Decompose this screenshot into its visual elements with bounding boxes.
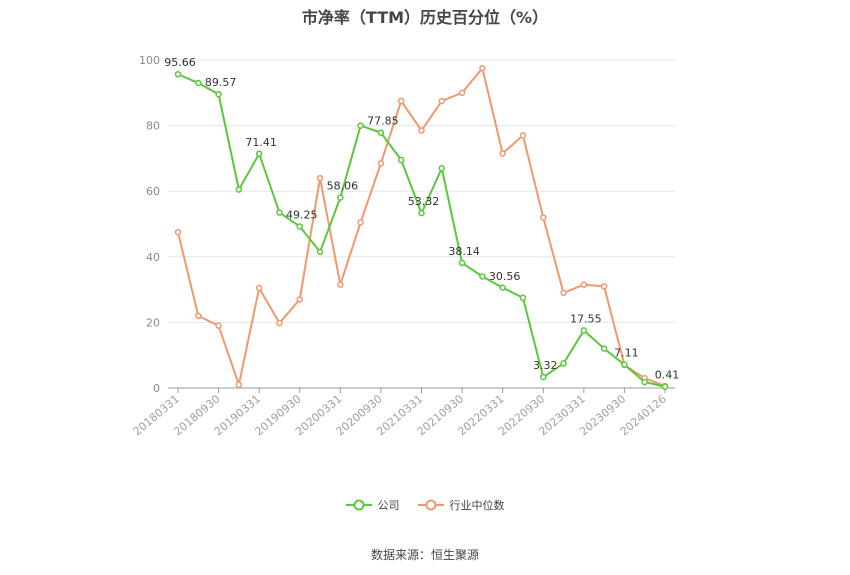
industry-legend-icon	[417, 499, 444, 511]
data-point-industry[interactable]	[418, 127, 425, 134]
data-point-company[interactable]	[377, 129, 385, 136]
data-label: 0.41	[655, 369, 680, 382]
data-label: 89.57	[205, 76, 237, 89]
y-tick-label: 20	[146, 316, 160, 329]
chart-title: 市净率（TTM）历史百分位（%）	[301, 8, 549, 27]
data-point-company[interactable]	[235, 186, 243, 193]
data-point-company[interactable]	[560, 360, 567, 367]
data-source: 数据来源：恒生聚源	[370, 548, 479, 562]
data-point-industry[interactable]	[215, 322, 222, 329]
data-point-company[interactable]	[418, 209, 425, 217]
data-point-industry[interactable]	[377, 160, 385, 167]
data-label: 53.32	[408, 195, 440, 208]
axes: 0204060801002018033120180930201903312019…	[131, 54, 675, 438]
data-point-company[interactable]	[661, 383, 669, 390]
data-point-industry[interactable]	[195, 312, 202, 320]
data-labels: 95.66 89.57 71.41 49.25 58.06 77.85 53.32 38.14…	[164, 56, 679, 381]
data-point-industry[interactable]	[397, 97, 405, 105]
y-tick-label: 0	[153, 382, 160, 395]
data-point-company[interactable]	[215, 90, 222, 98]
data-point-company[interactable]	[479, 273, 486, 280]
data-label: 17.55	[570, 312, 602, 325]
data-point-industry[interactable]	[337, 281, 344, 288]
data-point-company[interactable]	[621, 361, 628, 368]
data-label: 71.41	[245, 136, 277, 149]
data-point-industry[interactable]	[580, 281, 588, 288]
y-tick-label: 60	[146, 185, 160, 198]
data-label: 77.85	[367, 115, 399, 128]
data-point-company[interactable]	[397, 156, 405, 164]
data-point-company[interactable]	[499, 284, 506, 292]
data-point-industry[interactable]	[255, 284, 263, 292]
data-point-company[interactable]	[580, 327, 588, 334]
data-point-industry[interactable]	[235, 381, 243, 388]
data-point-company[interactable]	[316, 248, 324, 256]
data-point-industry[interactable]	[519, 132, 527, 139]
y-tick-label: 100	[139, 54, 160, 67]
data-point-company[interactable]	[641, 378, 648, 386]
legend-item-company[interactable]: 公司	[345, 497, 400, 513]
data-label: 3.32	[533, 359, 558, 372]
data-label: 30.56	[489, 270, 521, 283]
series-layer	[174, 64, 669, 390]
legend-label-industry: 行业中位数	[449, 499, 505, 512]
data-point-industry[interactable]	[438, 97, 446, 105]
data-label: 7.11	[614, 347, 639, 360]
legend: 公司 行业中位数	[0, 497, 850, 513]
legend-label-company: 公司	[377, 499, 400, 512]
data-label: 38.14	[448, 245, 480, 258]
data-point-company[interactable]	[337, 194, 344, 201]
data-label: 95.66	[164, 56, 196, 69]
grid-lines	[168, 59, 675, 389]
data-point-industry[interactable]	[357, 219, 364, 226]
y-tick-label: 40	[146, 251, 160, 264]
data-point-industry[interactable]	[316, 174, 324, 182]
data-point-industry[interactable]	[458, 89, 466, 97]
data-point-industry[interactable]	[600, 283, 608, 290]
data-point-company[interactable]	[195, 79, 202, 87]
data-point-industry[interactable]	[479, 64, 486, 72]
company-legend-icon	[345, 499, 372, 511]
series-line-company	[177, 73, 666, 388]
data-label: 49.25	[286, 208, 318, 221]
data-point-company[interactable]	[276, 209, 283, 216]
data-label: 58.06	[327, 180, 359, 193]
data-point-company[interactable]	[174, 70, 182, 78]
data-point-company[interactable]	[458, 259, 466, 267]
data-point-company[interactable]	[519, 294, 527, 302]
data-point-industry[interactable]	[560, 289, 567, 297]
data-point-industry[interactable]	[174, 228, 182, 236]
data-point-company[interactable]	[600, 345, 608, 352]
data-point-company[interactable]	[438, 164, 446, 172]
legend-item-industry[interactable]: 行业中位数	[417, 497, 505, 513]
data-point-industry[interactable]	[276, 319, 283, 327]
data-point-industry[interactable]	[499, 150, 506, 157]
data-point-industry[interactable]	[296, 296, 303, 303]
data-point-company[interactable]	[255, 150, 263, 158]
data-point-company[interactable]	[357, 122, 364, 129]
y-tick-label: 80	[146, 120, 160, 133]
data-point-industry[interactable]	[540, 214, 547, 221]
data-point-company[interactable]	[540, 373, 547, 381]
data-point-company[interactable]	[296, 223, 303, 230]
